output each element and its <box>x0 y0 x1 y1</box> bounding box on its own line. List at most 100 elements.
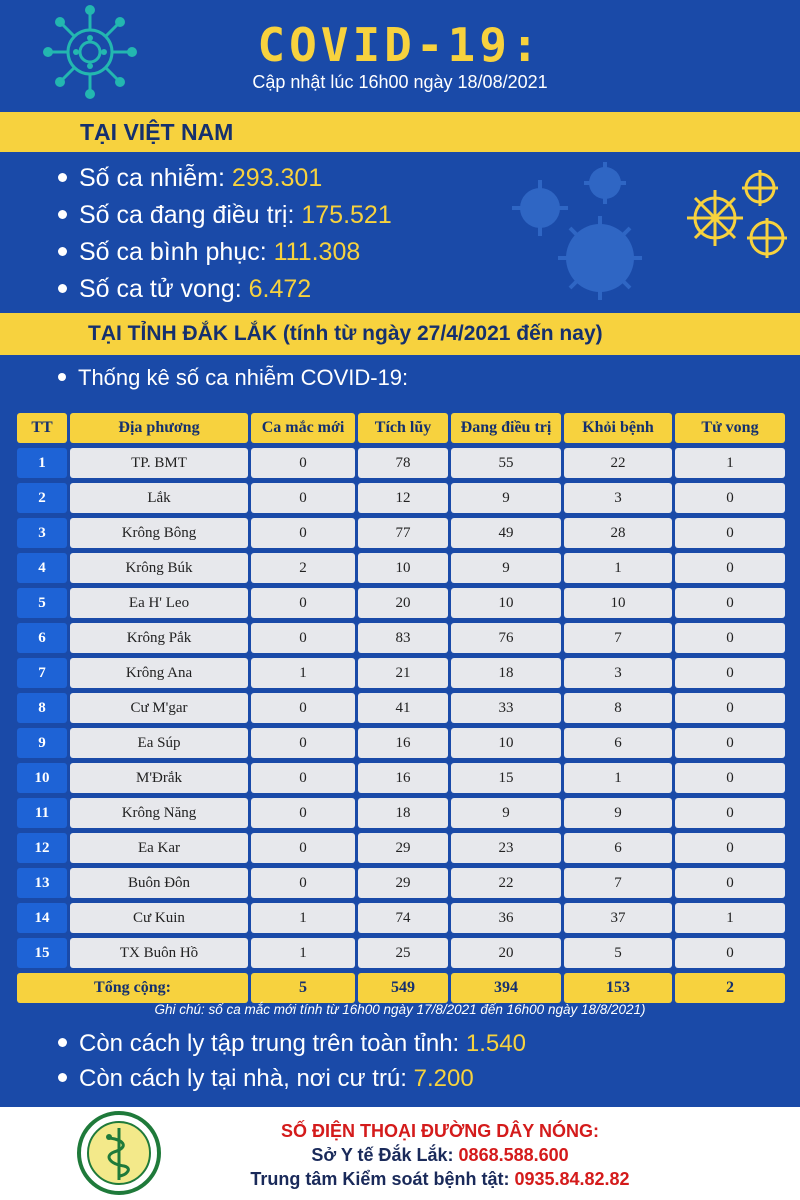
hotline-title: SỐ ĐIỆN THOẠI ĐƯỜNG DÂY NÓNG: <box>281 1121 599 1141</box>
hotline-cdc: Trung tâm Kiểm soát bệnh tật: 0935.84.82… <box>160 1169 720 1190</box>
row-locality: Ea Súp <box>70 728 248 758</box>
row-tt: 4 <box>17 553 67 583</box>
col-treating: Đang điều trị <box>451 413 561 443</box>
row-cumulative: 41 <box>358 693 448 723</box>
row-recovered: 28 <box>564 518 672 548</box>
row-recovered: 8 <box>564 693 672 723</box>
stat-recovered: Số ca bình phục: 111.308 <box>58 234 392 271</box>
row-cumulative: 77 <box>358 518 448 548</box>
table-row: 6 Krông Pắk 0 83 76 7 0 <box>17 623 785 653</box>
hotline-number[interactable]: 0935.84.82.82 <box>514 1169 630 1189</box>
row-tt: 2 <box>17 483 67 513</box>
row-deaths: 0 <box>675 658 785 688</box>
table-row: 15 TX Buôn Hồ 1 25 20 5 0 <box>17 938 785 968</box>
table-row: 9 Ea Súp 0 16 10 6 0 <box>17 728 785 758</box>
row-locality: Ea Kar <box>70 833 248 863</box>
table-header-row: TT Địa phương Ca mắc mới Tích lũy Đang đ… <box>17 413 785 443</box>
row-locality: Krông Pắk <box>70 623 248 653</box>
stat-treating: Số ca đang điều trị: 175.521 <box>58 197 392 234</box>
province-subheading: Thống kê số ca nhiễm COVID-19: <box>58 365 408 391</box>
table-row: 11 Krông Năng 0 18 9 9 0 <box>17 798 785 828</box>
table-row: 10 M'Đrắk 0 16 15 1 0 <box>17 763 785 793</box>
row-tt: 10 <box>17 763 67 793</box>
col-deaths: Tử vong <box>675 413 785 443</box>
row-recovered: 10 <box>564 588 672 618</box>
stat-value: 111.308 <box>273 238 361 266</box>
col-new: Ca mắc mới <box>251 413 355 443</box>
row-locality: Krông Bông <box>70 518 248 548</box>
row-new: 0 <box>251 483 355 513</box>
row-deaths: 0 <box>675 728 785 758</box>
quarantine-label: Còn cách ly tại nhà, nơi cư trú: <box>79 1065 414 1092</box>
row-cumulative: 83 <box>358 623 448 653</box>
virus-icon <box>43 5 137 99</box>
row-new: 0 <box>251 798 355 828</box>
row-deaths: 0 <box>675 588 785 618</box>
row-locality: TP. BMT <box>70 448 248 478</box>
vietnam-heading: TẠI VIỆT NAM <box>80 119 234 145</box>
row-new: 0 <box>251 763 355 793</box>
row-treating: 76 <box>451 623 561 653</box>
row-recovered: 6 <box>564 833 672 863</box>
row-recovered: 3 <box>564 658 672 688</box>
stat-value: 175.521 <box>301 201 392 229</box>
row-recovered: 1 <box>564 763 672 793</box>
row-deaths: 1 <box>675 448 785 478</box>
row-recovered: 3 <box>564 483 672 513</box>
header: COVID-19: Cập nhật lúc 16h00 ngày 18/08/… <box>0 0 800 110</box>
quarantine-value: 7.200 <box>413 1065 474 1092</box>
row-new: 0 <box>251 588 355 618</box>
stat-label: Số ca bình phục: <box>79 238 274 266</box>
row-cumulative: 16 <box>358 728 448 758</box>
table-row: 8 Cư M'gar 0 41 33 8 0 <box>17 693 785 723</box>
row-locality: Buôn Đôn <box>70 868 248 898</box>
total-treating: 394 <box>451 973 561 1003</box>
row-tt: 5 <box>17 588 67 618</box>
row-cumulative: 25 <box>358 938 448 968</box>
row-locality: Ea H' Leo <box>70 588 248 618</box>
col-locality: Địa phương <box>70 413 248 443</box>
row-deaths: 0 <box>675 938 785 968</box>
table-body: 1 TP. BMT 0 78 55 22 1 2 Lắk 0 12 9 3 0 3 Krông Bông 0 77… <box>17 448 785 968</box>
row-deaths: 0 <box>675 868 785 898</box>
row-treating: 36 <box>451 903 561 933</box>
row-deaths: 0 <box>675 833 785 863</box>
row-deaths: 0 <box>675 553 785 583</box>
province-heading-band: TẠI TỈNH ĐẮK LẮK (tính từ ngày 27/4/2021… <box>0 313 800 355</box>
vietnam-stats: Số ca nhiễm: 293.301 Số ca đang điều trị… <box>58 160 392 308</box>
hotline-department: Sở Y tế Đắk Lắk: 0868.588.600 <box>160 1145 720 1166</box>
table-row: 12 Ea Kar 0 29 23 6 0 <box>17 833 785 863</box>
row-cumulative: 16 <box>358 763 448 793</box>
row-locality: Krông Búk <box>70 553 248 583</box>
total-new: 5 <box>251 973 355 1003</box>
row-deaths: 0 <box>675 763 785 793</box>
row-locality: Lắk <box>70 483 248 513</box>
row-deaths: 0 <box>675 798 785 828</box>
quarantine-value: 1.540 <box>465 1030 526 1057</box>
row-treating: 18 <box>451 658 561 688</box>
row-locality: Krông Ana <box>70 658 248 688</box>
row-tt: 12 <box>17 833 67 863</box>
quarantine-label: Còn cách ly tập trung trên toàn tỉnh: <box>79 1030 466 1057</box>
row-recovered: 7 <box>564 623 672 653</box>
row-new: 0 <box>251 868 355 898</box>
row-recovered: 7 <box>564 868 672 898</box>
table-total-row: Tổng cộng: 5 549 394 153 2 <box>17 973 785 1003</box>
row-recovered: 37 <box>564 903 672 933</box>
stat-value: 6.472 <box>248 275 312 303</box>
row-new: 1 <box>251 938 355 968</box>
row-locality: Cư M'gar <box>70 693 248 723</box>
col-recovered: Khỏi bệnh <box>564 413 672 443</box>
total-deaths: 2 <box>675 973 785 1003</box>
hotline-number[interactable]: 0868.588.600 <box>458 1145 569 1165</box>
table-row: 7 Krông Ana 1 21 18 3 0 <box>17 658 785 688</box>
row-tt: 13 <box>17 868 67 898</box>
vietnam-heading-band: TẠI VIỆT NAM <box>0 112 800 152</box>
page-title: COVID-19: <box>257 18 543 72</box>
row-cumulative: 10 <box>358 553 448 583</box>
row-treating: 33 <box>451 693 561 723</box>
row-recovered: 1 <box>564 553 672 583</box>
row-tt: 15 <box>17 938 67 968</box>
row-recovered: 9 <box>564 798 672 828</box>
province-table: TT Địa phương Ca mắc mới Tích lũy Đang đ… <box>14 408 788 1008</box>
